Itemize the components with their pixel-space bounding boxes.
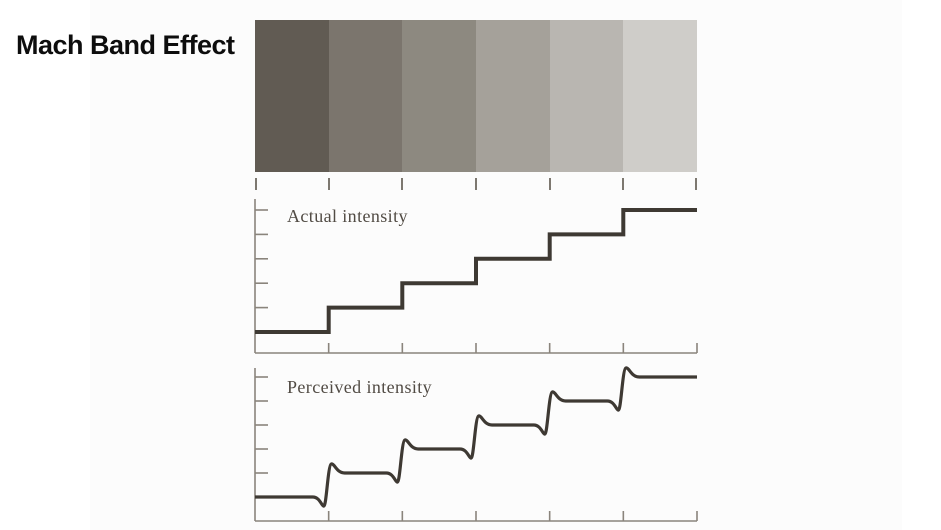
staircase-with-mach-bands — [255, 366, 697, 508]
strip-tick — [255, 178, 257, 190]
gray-band-6 — [623, 20, 698, 172]
perceived-intensity-chart — [254, 366, 698, 522]
page-title: Mach Band Effect — [16, 30, 235, 60]
strip-tick — [401, 178, 403, 190]
actual-intensity-label: Actual intensity — [287, 206, 408, 226]
gray-band-5 — [549, 20, 624, 172]
strip-tick-row — [255, 178, 697, 190]
gray-band-1 — [255, 20, 329, 172]
perceived-intensity-label: Perceived intensity — [287, 377, 433, 397]
strip-tick — [549, 178, 551, 190]
actual-intensity-plot: Actual intensity — [250, 190, 702, 362]
strip-tick — [328, 178, 330, 190]
strip-tick — [622, 178, 624, 190]
actual-intensity-chart — [254, 199, 698, 354]
strip-tick — [695, 178, 697, 190]
gray-band-strip — [255, 20, 698, 172]
gray-band-3 — [402, 20, 477, 172]
gray-band-4 — [476, 20, 550, 172]
gray-band-2 — [328, 20, 403, 172]
perceived-intensity-plot: Perceived intensity — [250, 360, 702, 528]
strip-tick — [475, 178, 477, 190]
staircase — [255, 208, 697, 334]
